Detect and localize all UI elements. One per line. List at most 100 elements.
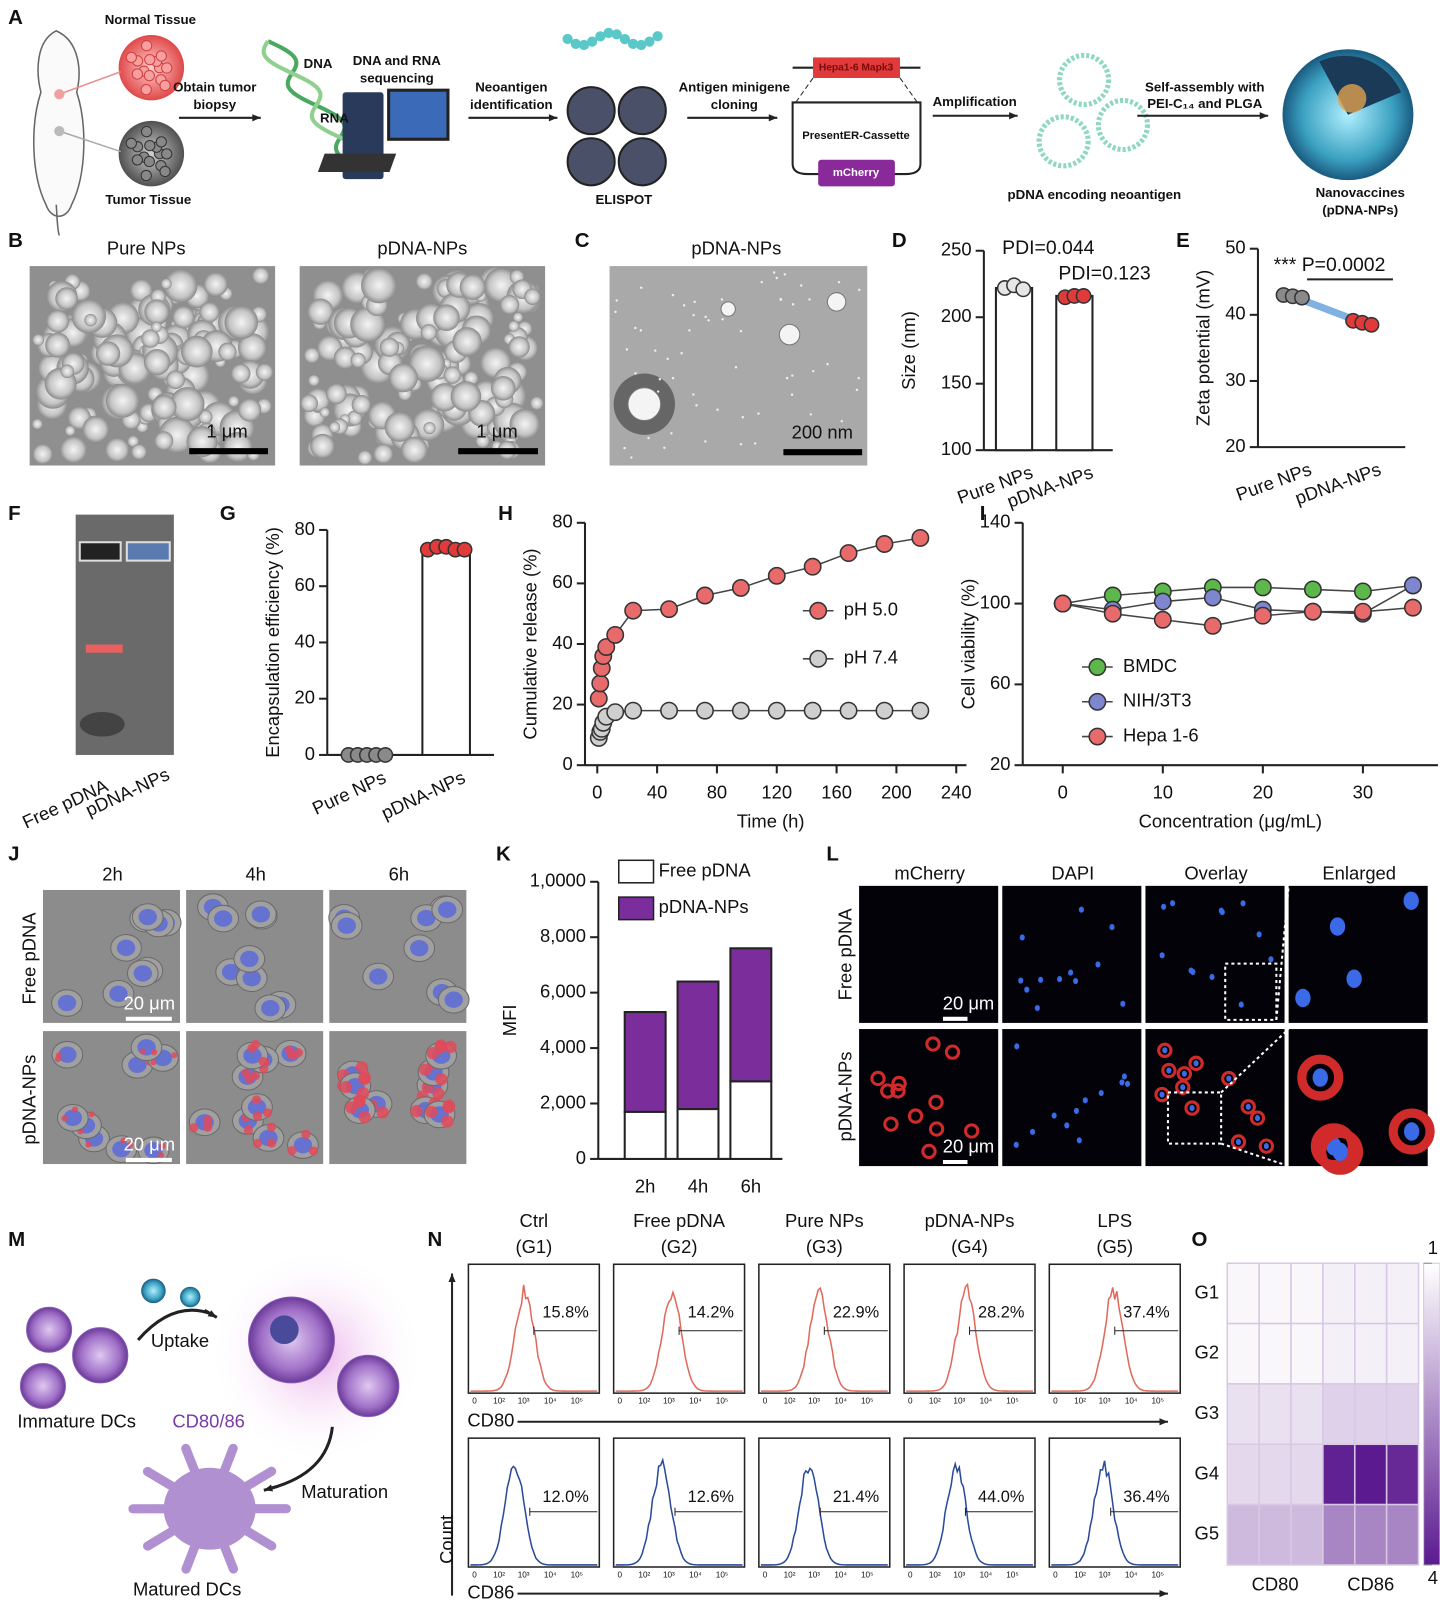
tem-speck bbox=[693, 300, 696, 304]
dapi-nucleus bbox=[1209, 973, 1215, 981]
x-tick-label: Pure NPs bbox=[309, 766, 389, 818]
y-tick-label: 60 bbox=[295, 574, 315, 595]
zoom-line bbox=[795, 77, 814, 103]
dapi-nucleus bbox=[1254, 1115, 1261, 1122]
legend-label: Free pDNA bbox=[659, 859, 752, 880]
tem-speck bbox=[647, 436, 650, 440]
dapi-nucleus bbox=[1078, 906, 1084, 913]
dapi-nucleus bbox=[1029, 1128, 1036, 1135]
callout bbox=[59, 130, 121, 153]
axis-tick-label: 10⁴ bbox=[834, 1396, 847, 1405]
tem-speck bbox=[753, 442, 757, 445]
axis-tick-label: 10⁵ bbox=[1151, 1570, 1163, 1579]
particle bbox=[224, 305, 259, 340]
axis-tick-label: 10⁴ bbox=[980, 1396, 993, 1405]
axis-tick-label: 10² bbox=[784, 1396, 796, 1405]
dendrite bbox=[205, 1443, 238, 1514]
dapi-nucleus bbox=[1268, 956, 1274, 963]
legend-swatch bbox=[617, 859, 655, 884]
row-label: pDNA-NPs bbox=[19, 1055, 40, 1145]
gate-label: 21.4% bbox=[833, 1488, 879, 1506]
data-point bbox=[377, 747, 394, 763]
x-tick-label: 160 bbox=[821, 782, 852, 803]
workflow-label: RNA bbox=[320, 110, 349, 125]
particle bbox=[199, 302, 220, 323]
nucleus bbox=[138, 908, 157, 926]
uptake-spot bbox=[266, 1122, 277, 1132]
data-point bbox=[591, 674, 610, 693]
cassette-loop bbox=[791, 101, 922, 176]
dapi-nucleus bbox=[1051, 1112, 1057, 1119]
cell-dot bbox=[161, 148, 173, 160]
mcherry-signal bbox=[1240, 1099, 1256, 1115]
cell-dot bbox=[140, 125, 153, 138]
image-title: pDNA-NPs bbox=[691, 238, 781, 259]
zoom-line bbox=[1275, 885, 1290, 1020]
y-tick-label: 50 bbox=[1225, 237, 1245, 258]
dapi-nucleus bbox=[1295, 988, 1311, 1008]
y-tick-label: 0 bbox=[562, 753, 572, 774]
axis-tick-label: 10² bbox=[638, 1396, 650, 1405]
tem-speck bbox=[837, 280, 841, 284]
immature-dc bbox=[72, 1327, 129, 1384]
particle bbox=[230, 363, 251, 384]
workflow-label: Hepa1-6 Mapk3 bbox=[819, 62, 894, 73]
group-label: (G5) bbox=[1096, 1236, 1133, 1257]
workflow-label: PEI-C₁₄ and PLGA bbox=[1147, 96, 1263, 111]
particle bbox=[350, 352, 366, 368]
nucleus bbox=[240, 950, 259, 968]
biopsy-dot bbox=[54, 125, 65, 137]
y-tick-label: 100 bbox=[980, 591, 1011, 612]
heat-cell bbox=[1322, 1443, 1356, 1506]
y-tick-label: 0 bbox=[305, 743, 315, 764]
tem-speck bbox=[857, 376, 860, 380]
legend-label: BMDC bbox=[1123, 655, 1177, 676]
data-point bbox=[660, 701, 679, 720]
data-point bbox=[731, 578, 750, 597]
y-tick-label: 20 bbox=[552, 692, 572, 713]
keyboard bbox=[317, 153, 397, 173]
group-label: (G1) bbox=[515, 1236, 552, 1257]
particle bbox=[32, 334, 45, 346]
data-point bbox=[1203, 588, 1222, 607]
particle bbox=[166, 370, 185, 390]
tem-speck bbox=[783, 273, 787, 276]
maturation-arrow bbox=[270, 1426, 334, 1490]
mcherry-signal bbox=[1154, 1086, 1170, 1103]
cell-dot bbox=[144, 139, 156, 152]
axis-tick-label: 10⁵ bbox=[1006, 1396, 1018, 1405]
tem-speck bbox=[855, 388, 859, 392]
axis-tick-label: 10³ bbox=[1099, 1570, 1111, 1579]
particle bbox=[255, 363, 274, 381]
uptake-spot bbox=[189, 1123, 199, 1133]
x-tick-label: 20 bbox=[1253, 782, 1273, 803]
nucleus bbox=[213, 910, 233, 927]
particle bbox=[163, 269, 198, 303]
axis-tick-label: 0 bbox=[617, 1396, 622, 1405]
uptake-spot bbox=[339, 1080, 353, 1094]
nucleus bbox=[112, 1140, 131, 1158]
tem-speck bbox=[615, 299, 618, 302]
y-tick-label: 100 bbox=[941, 438, 972, 459]
tem-speck bbox=[682, 304, 686, 307]
histogram bbox=[470, 1465, 598, 1566]
workflow-label: Tumor Tissue bbox=[105, 192, 191, 207]
uptake-spot bbox=[88, 1111, 95, 1118]
data-point bbox=[767, 701, 786, 720]
uptake-spot bbox=[355, 1061, 369, 1074]
gene-box bbox=[813, 57, 900, 78]
dapi-nucleus bbox=[1256, 931, 1262, 938]
panel-letter: J bbox=[8, 843, 19, 866]
mcherry-signal bbox=[1258, 1138, 1275, 1154]
heat-cell bbox=[1226, 1262, 1260, 1325]
histogram-box bbox=[467, 1437, 601, 1568]
row-label: G2 bbox=[1195, 1342, 1220, 1363]
heat-cell bbox=[1290, 1383, 1324, 1446]
y-tick-label: 60 bbox=[990, 672, 1010, 693]
nucleus bbox=[116, 939, 136, 957]
mcherry-signal bbox=[944, 1044, 961, 1060]
workflow-label: Antigen minigene bbox=[679, 80, 790, 95]
y-tick-label: 140 bbox=[980, 511, 1011, 532]
histogram bbox=[1051, 1287, 1179, 1392]
x-tick-label: pDNA-NPs bbox=[378, 766, 468, 823]
